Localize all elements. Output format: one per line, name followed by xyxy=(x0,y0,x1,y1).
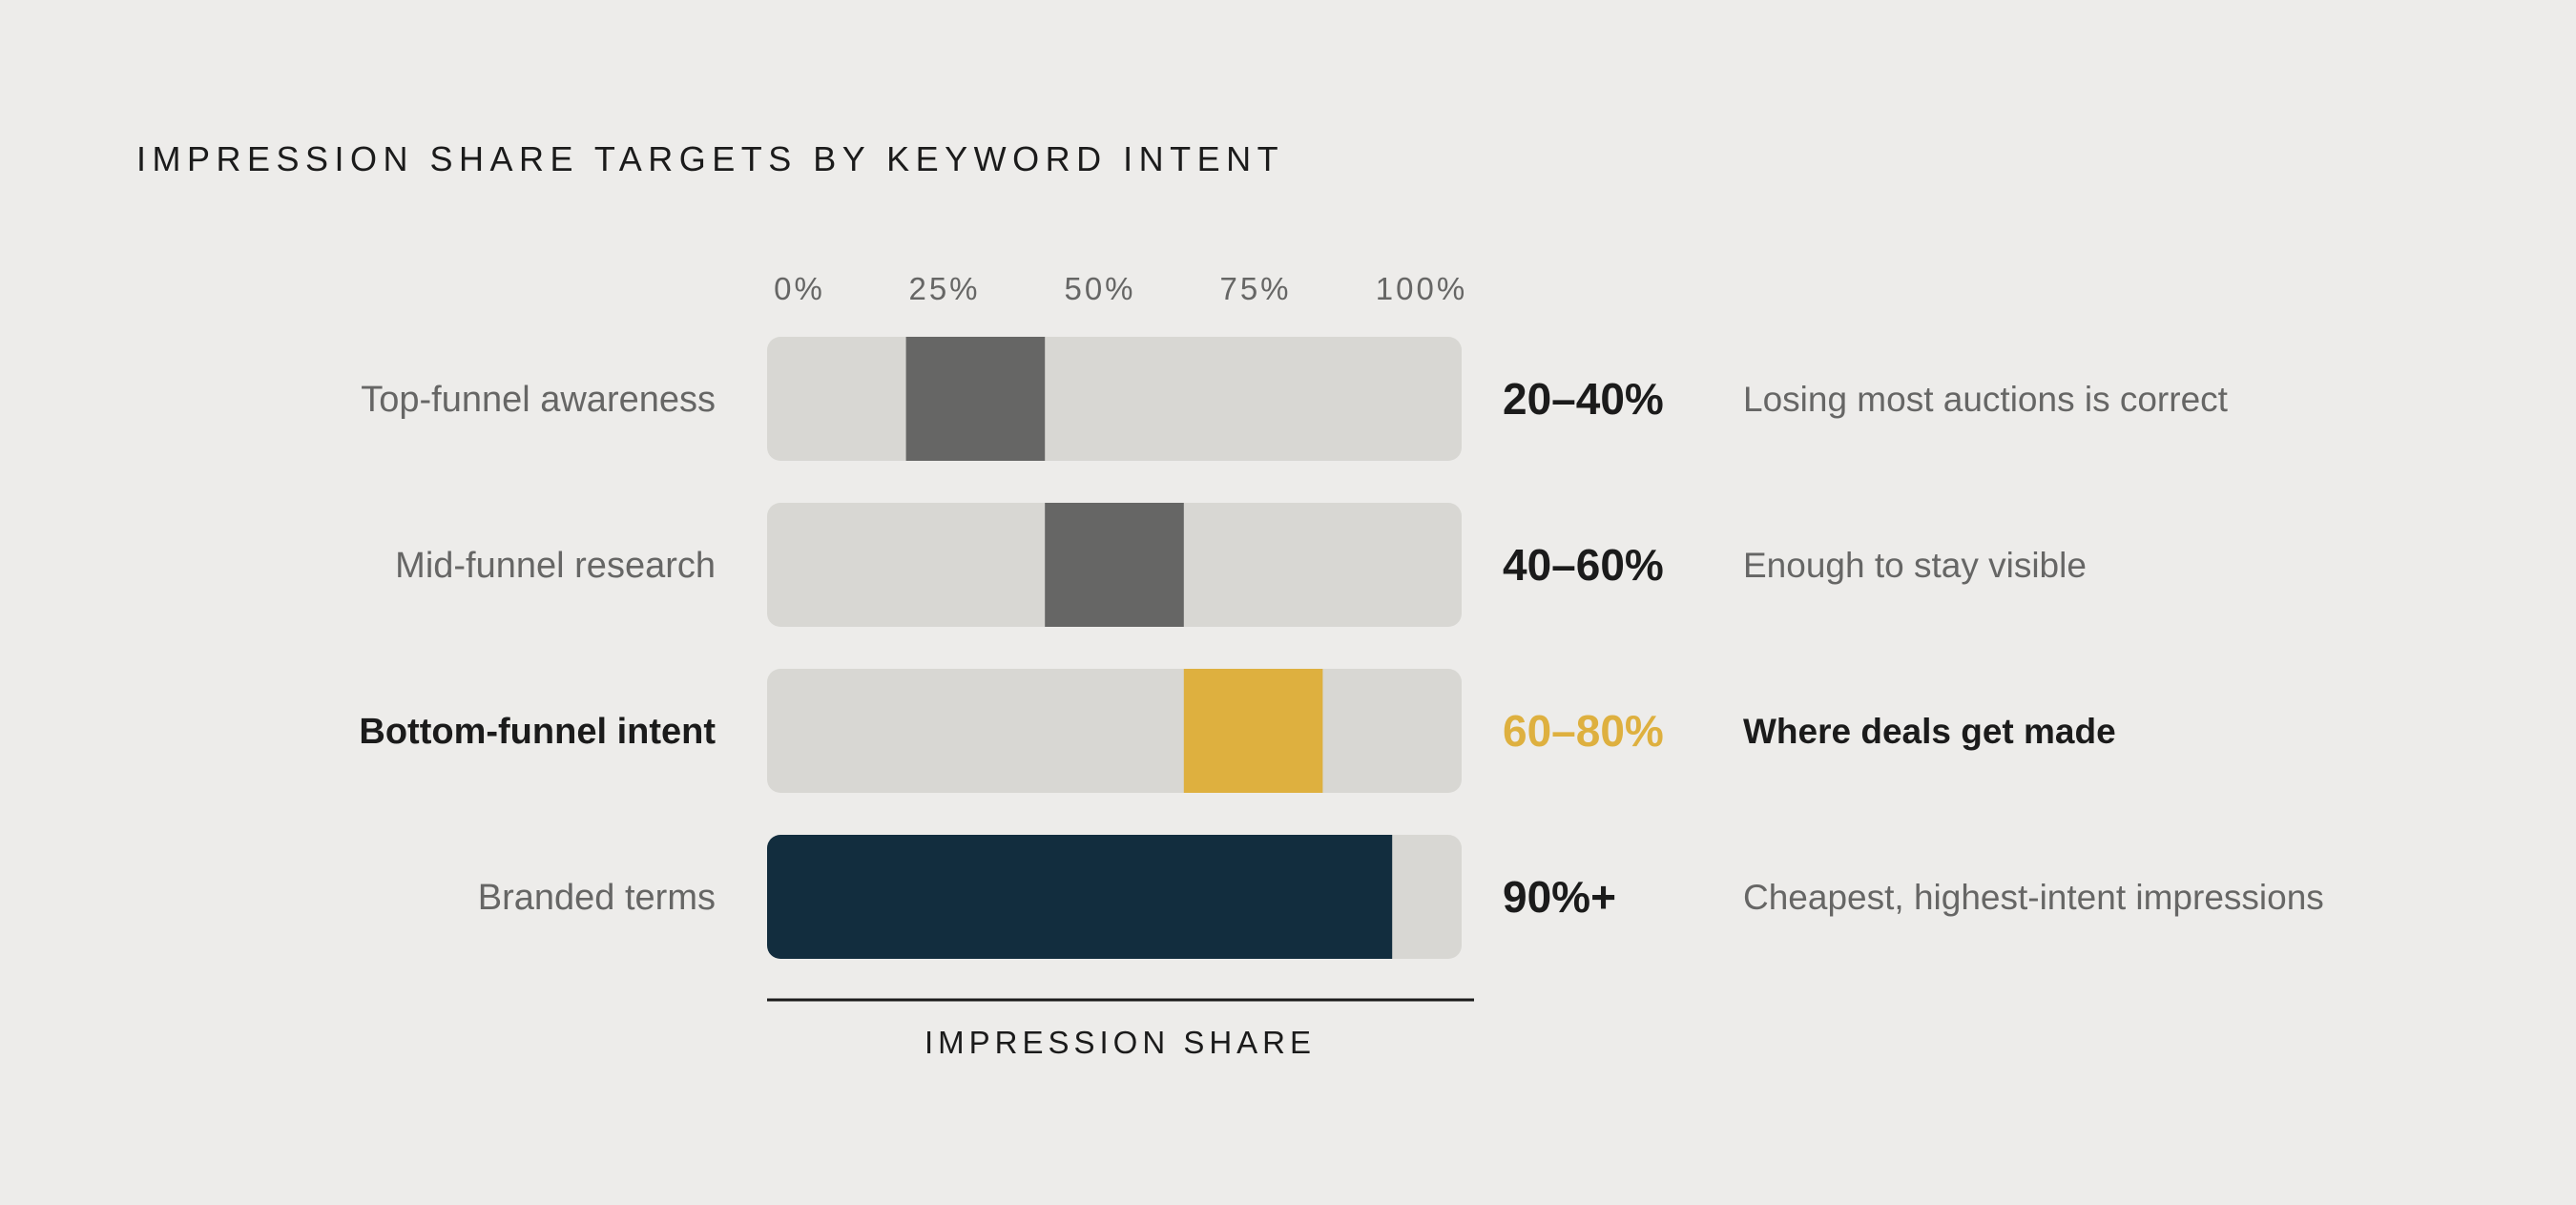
x-axis-title: IMPRESSION SHARE xyxy=(924,1025,1316,1060)
range-label: 90%+ xyxy=(1503,872,1616,922)
bar-range xyxy=(905,337,1046,461)
tick-label: 100% xyxy=(1376,271,1467,306)
range-label: 40–60% xyxy=(1503,540,1664,590)
row-note: Where deals get made xyxy=(1743,712,2116,751)
category-label: Mid-funnel research xyxy=(395,546,716,586)
category-label: Top-funnel awareness xyxy=(361,380,716,420)
chart-title: IMPRESSION SHARE TARGETS BY KEYWORD INTE… xyxy=(136,139,1285,178)
category-label: Bottom-funnel intent xyxy=(359,712,716,752)
range-label: 20–40% xyxy=(1503,374,1664,424)
row-note: Losing most auctions is correct xyxy=(1743,380,2229,419)
tick-label: 25% xyxy=(908,271,980,306)
row-note: Enough to stay visible xyxy=(1743,546,2087,585)
bar-range xyxy=(767,835,1393,959)
tick-label: 50% xyxy=(1064,271,1135,306)
range-label: 60–80% xyxy=(1503,706,1664,756)
row-note: Cheapest, highest-intent impressions xyxy=(1743,878,2324,917)
tick-label: 75% xyxy=(1219,271,1291,306)
category-label: Branded terms xyxy=(478,878,716,918)
bar-range xyxy=(1183,669,1323,793)
bar-range xyxy=(1045,503,1184,627)
tick-label: 0% xyxy=(774,271,825,306)
bar-track xyxy=(767,337,1462,461)
bar-track xyxy=(767,669,1462,793)
